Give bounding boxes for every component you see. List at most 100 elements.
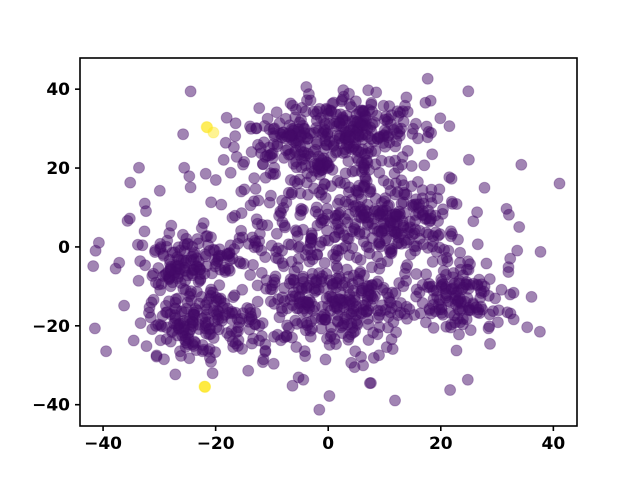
- data-point: [328, 300, 341, 313]
- data-point: [340, 263, 353, 276]
- data-point: [333, 116, 346, 129]
- data-point: [425, 212, 437, 225]
- data-point: [371, 132, 384, 145]
- data-point: [345, 356, 358, 369]
- data-point: [382, 310, 395, 323]
- data-point: [237, 158, 249, 171]
- data-point: [299, 350, 312, 363]
- data-point: [251, 279, 264, 292]
- data-point: [329, 212, 341, 225]
- data-point: [337, 90, 350, 103]
- data-point: [340, 109, 353, 122]
- data-point: [313, 403, 326, 416]
- x-tick-label: 40: [542, 434, 566, 454]
- data-point: [525, 290, 538, 303]
- data-point: [454, 246, 467, 259]
- data-point: [194, 274, 207, 287]
- data-point: [255, 266, 268, 279]
- data-point: [339, 167, 352, 180]
- data-point: [152, 262, 165, 274]
- data-point: [174, 345, 186, 358]
- data-point: [329, 230, 342, 243]
- data-point: [276, 244, 289, 257]
- x-axis-ticks: [102, 426, 555, 431]
- data-point: [363, 377, 376, 390]
- data-point: [445, 172, 458, 185]
- data-point: [268, 297, 281, 310]
- data-point: [307, 145, 320, 158]
- data-point: [456, 269, 469, 282]
- data-point: [381, 287, 393, 300]
- data-point: [453, 328, 465, 341]
- data-point: [153, 184, 166, 197]
- data-point: [245, 337, 258, 350]
- data-point: [207, 332, 220, 344]
- data-point: [209, 174, 222, 186]
- data-point: [264, 189, 277, 202]
- data-point: [323, 390, 336, 402]
- data-point: [339, 212, 351, 225]
- data-point: [390, 135, 403, 148]
- data-point: [391, 237, 404, 250]
- data-point: [434, 112, 447, 125]
- data-point: [127, 334, 140, 347]
- data-point: [442, 244, 455, 257]
- data-point: [342, 281, 355, 294]
- data-point: [331, 250, 344, 262]
- data-point: [205, 196, 218, 209]
- data-point: [222, 262, 235, 275]
- data-point: [166, 326, 178, 339]
- data-point: [289, 144, 302, 157]
- data-point: [164, 264, 177, 276]
- data-point: [453, 292, 466, 305]
- data-point: [193, 297, 206, 310]
- data-point: [132, 274, 145, 287]
- data-point: [231, 237, 244, 250]
- data-point: [179, 334, 192, 347]
- data-point: [133, 161, 145, 174]
- data-point: [425, 197, 438, 209]
- data-point: [483, 308, 496, 321]
- y-axis-tick-labels: −40 −20 0 20 40: [32, 80, 70, 416]
- data-point: [256, 356, 269, 369]
- data-point: [270, 227, 283, 240]
- data-point: [284, 273, 297, 286]
- y-tick-label: −20: [32, 317, 70, 337]
- data-point: [464, 258, 476, 271]
- data-point: [218, 297, 231, 310]
- data-point: [161, 306, 174, 319]
- data-point: [461, 373, 474, 386]
- data-point: [248, 195, 260, 208]
- data-point: [401, 144, 414, 157]
- data-point: [144, 311, 157, 324]
- data-point: [470, 301, 483, 314]
- data-point: [443, 120, 456, 133]
- data-point: [400, 91, 413, 104]
- data-point: [290, 103, 302, 116]
- data-point: [389, 394, 401, 407]
- data-point: [311, 158, 324, 171]
- data-point: [229, 117, 242, 130]
- data-point: [118, 299, 131, 312]
- data-point: [389, 188, 402, 201]
- data-point: [301, 188, 314, 201]
- data-point: [425, 183, 438, 196]
- data-point: [330, 272, 343, 285]
- y-tick-label: 0: [58, 238, 70, 258]
- data-point: [478, 181, 491, 194]
- data-point: [418, 159, 431, 172]
- data-point: [279, 221, 291, 234]
- data-point: [515, 158, 528, 171]
- data-point: [177, 128, 190, 141]
- data-point: [131, 238, 144, 251]
- data-point: [281, 302, 294, 315]
- data-point: [169, 368, 182, 381]
- data-point: [395, 227, 408, 240]
- y-tick-label: 20: [46, 159, 70, 179]
- data-point: [88, 322, 101, 335]
- data-point: [124, 176, 137, 189]
- data-point: [168, 246, 181, 259]
- data-point: [251, 295, 264, 308]
- y-tick-label: 40: [46, 80, 70, 100]
